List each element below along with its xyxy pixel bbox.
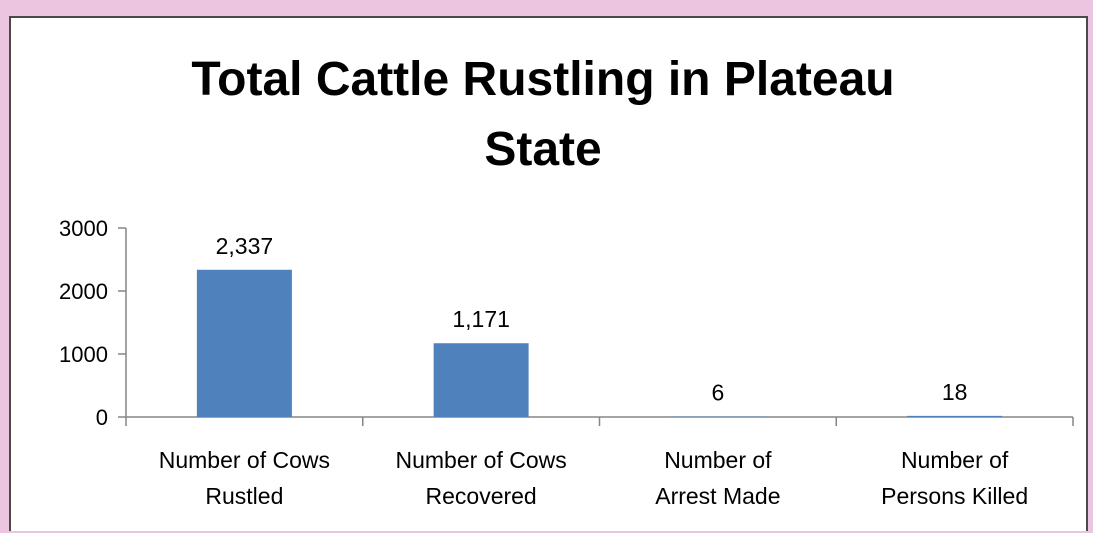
category-label: Rustled — [205, 483, 283, 509]
y-tick-label: 3000 — [59, 216, 108, 241]
bar — [197, 270, 292, 417]
category-label: Number of — [901, 447, 1009, 473]
data-label: 6 — [711, 380, 724, 406]
bar — [434, 343, 529, 417]
chart-title-line-2: State — [484, 123, 601, 176]
chart-title-line-1: Total Cattle Rustling in Plateau — [191, 53, 894, 106]
y-tick-label: 1000 — [59, 342, 108, 367]
y-tick-label: 2000 — [59, 279, 108, 304]
bar — [907, 416, 1002, 417]
y-tick-label: 0 — [96, 405, 108, 430]
data-label: 18 — [942, 379, 968, 405]
category-label: Recovered — [426, 483, 537, 509]
category-label: Arrest Made — [655, 483, 780, 509]
category-label: Number of Cows — [159, 447, 330, 473]
category-label: Number of — [664, 447, 772, 473]
bars — [197, 270, 1002, 417]
chart-frame: Total Cattle Rustling in Plateau State 0… — [9, 16, 1088, 531]
category-label: Number of Cows — [395, 447, 566, 473]
data-label: 2,337 — [216, 233, 274, 259]
category-label: Persons Killed — [881, 483, 1028, 509]
data-label: 1,171 — [452, 306, 510, 332]
chart-svg: Total Cattle Rustling in Plateau State 0… — [11, 18, 1090, 533]
